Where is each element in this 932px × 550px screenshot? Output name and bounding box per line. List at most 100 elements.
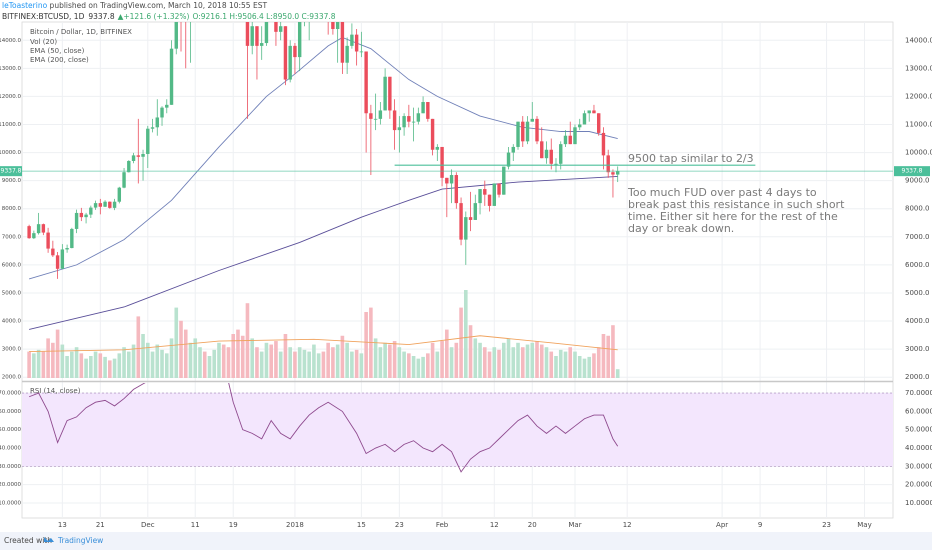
volume-bar xyxy=(274,341,278,378)
price-layer xyxy=(22,0,893,330)
volume-bar xyxy=(411,356,416,378)
volume-bar xyxy=(482,347,487,378)
candle-body xyxy=(473,203,478,220)
candle-body xyxy=(93,203,98,208)
volume-bar xyxy=(421,356,425,378)
y-tick-label: 14000.0 xyxy=(0,38,21,44)
volume-bar xyxy=(544,347,549,378)
volume-bar xyxy=(307,351,311,378)
volume-bar xyxy=(601,334,606,378)
volume-bar xyxy=(131,344,136,378)
candle-body xyxy=(169,48,174,105)
candle-body xyxy=(255,26,259,46)
candle-body xyxy=(331,22,335,30)
volume-bar xyxy=(302,349,307,378)
volume-bar xyxy=(535,341,539,378)
volume-bar xyxy=(221,344,226,378)
candle-body xyxy=(36,224,41,234)
y-tick-label: 70.0000 xyxy=(0,391,21,397)
volume-bar xyxy=(345,342,349,378)
y-tick-label: 7000.0 xyxy=(905,233,930,241)
y-tick-label: 10.0000 xyxy=(905,499,932,507)
indicator-line xyxy=(29,335,618,353)
candle-body xyxy=(312,0,315,9)
volume-bar xyxy=(122,347,126,378)
candle-body xyxy=(530,118,534,122)
candle-body xyxy=(141,153,145,157)
candle-body xyxy=(278,26,283,32)
volume-bar xyxy=(501,342,506,378)
volume-bar xyxy=(79,353,84,378)
y-tick-label: 11000.0 xyxy=(0,122,21,128)
footer-created: Created with xyxy=(4,536,52,545)
ohlc: O:9216.1 H:9506.4 L:8950.0 C:9337.8 xyxy=(192,12,335,21)
candle-body xyxy=(464,217,468,240)
y-tick-label: 4000.0 xyxy=(2,319,22,325)
volume-bar xyxy=(60,344,65,378)
x-tick-label: Mar xyxy=(568,521,581,529)
x-tick-label: 12 xyxy=(490,521,499,529)
volume-bar xyxy=(297,347,302,378)
volume-bar xyxy=(164,353,169,378)
candle-body xyxy=(592,110,596,114)
candle-body xyxy=(516,121,520,147)
candle-body xyxy=(364,51,368,114)
volume-bar xyxy=(340,335,345,378)
candle-body xyxy=(483,189,487,195)
volume-bar xyxy=(202,351,207,378)
y-tick-label: 3000.0 xyxy=(2,347,22,353)
volume-bar xyxy=(46,338,50,378)
volume-bar xyxy=(212,349,217,378)
candle-body xyxy=(369,113,373,119)
volume-bar xyxy=(388,344,392,378)
volume-bar xyxy=(41,351,46,378)
candle-body xyxy=(340,22,345,63)
candle-body xyxy=(521,121,525,142)
y-tick-label: 60.0000 xyxy=(905,407,932,415)
candle-body xyxy=(288,45,292,80)
footer-bar xyxy=(0,532,932,550)
volume-bar xyxy=(169,338,174,378)
volume-bar xyxy=(454,342,459,378)
candle-body xyxy=(492,183,496,206)
legend-entry: EMA (200, close) xyxy=(30,56,89,64)
volume-bar xyxy=(468,325,473,378)
y-tick-label: 40.0000 xyxy=(905,444,932,452)
volume-bar xyxy=(155,344,160,378)
candle-body xyxy=(32,233,36,239)
rsi-layer xyxy=(28,383,619,473)
y-tick-label: 10000.0 xyxy=(905,149,932,157)
y-tick-label: 8000.0 xyxy=(905,205,930,213)
footer-brand[interactable]: TradingView xyxy=(57,536,103,545)
volume-bar xyxy=(217,342,221,378)
x-tick-label: 23 xyxy=(822,521,831,529)
published: published on TradingView.com, March 10, … xyxy=(47,1,267,10)
volume-bar xyxy=(108,360,112,378)
candle-body xyxy=(430,118,435,150)
volume-bar xyxy=(84,358,88,378)
volume-bar xyxy=(312,344,316,378)
volume-bar xyxy=(288,347,292,378)
candle-body xyxy=(41,224,46,233)
author: leToasterino xyxy=(2,1,48,10)
volume-bar xyxy=(103,356,107,378)
candle-body xyxy=(359,51,364,53)
volume-bar xyxy=(174,307,179,378)
candle-body xyxy=(392,110,397,131)
candle-body xyxy=(250,26,254,46)
candle-body xyxy=(131,155,136,161)
volume-bar xyxy=(611,325,615,378)
volume-bar xyxy=(383,342,387,378)
last-price-tag xyxy=(894,166,930,177)
candle-body xyxy=(146,128,150,154)
volume-bar xyxy=(36,349,41,378)
volume-bar xyxy=(549,351,554,378)
candle-body xyxy=(449,175,454,184)
volume-bar xyxy=(464,290,468,378)
volume-bar xyxy=(459,307,463,378)
y-tick-label: 2000.0 xyxy=(2,375,22,381)
x-tick-label: Dec xyxy=(141,521,155,529)
y-tick-label: 11000.0 xyxy=(905,120,932,128)
volume-bar xyxy=(478,342,482,378)
y-tick-label: 13000.0 xyxy=(0,66,21,72)
